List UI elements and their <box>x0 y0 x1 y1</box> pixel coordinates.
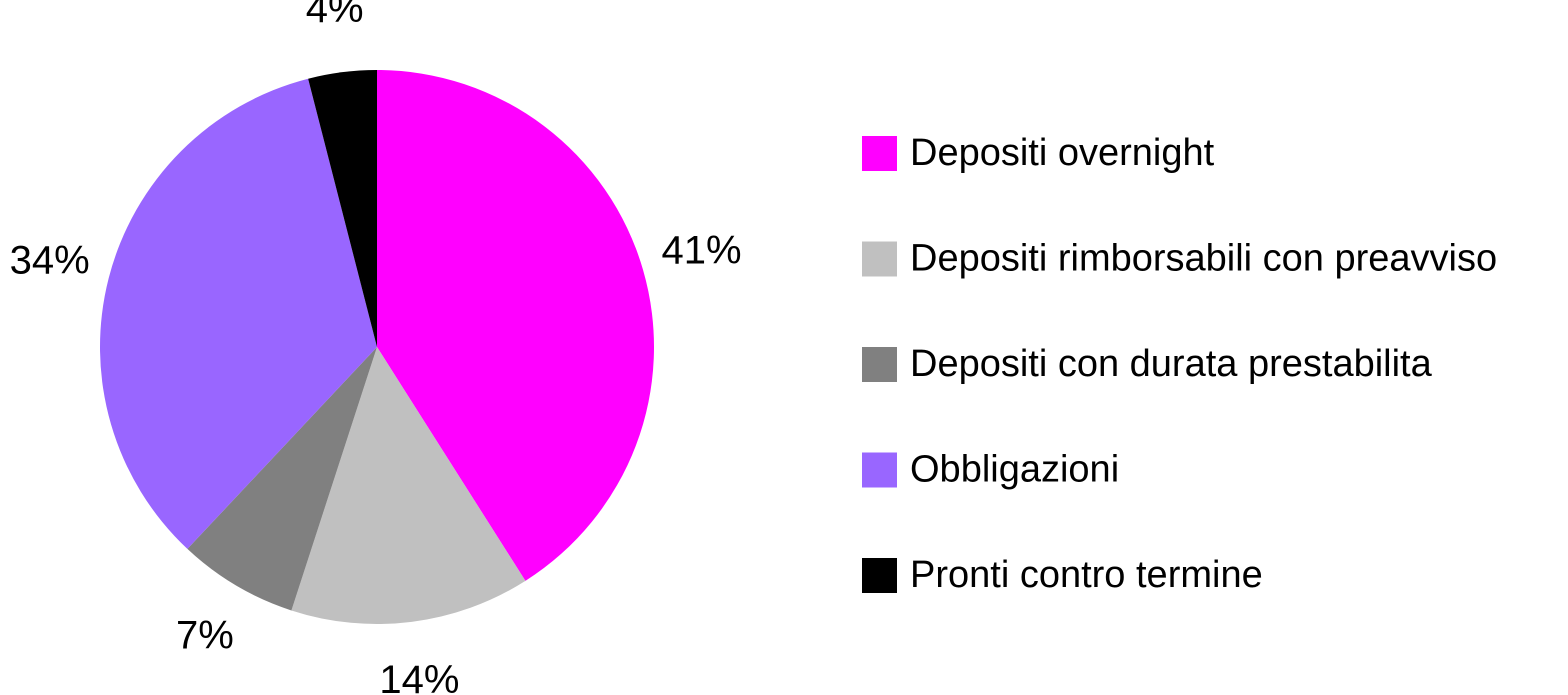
legend-label: Obbligazioni <box>910 449 1119 491</box>
pie-slice <box>100 78 378 549</box>
pie-slice <box>308 70 377 347</box>
legend-swatch <box>862 452 897 488</box>
legend-label: Depositi overnight <box>910 132 1215 174</box>
legend-swatch <box>862 241 897 277</box>
legend-label: Depositi con durata prestabilita <box>910 343 1433 385</box>
legend-label: Pronti contro termine <box>910 554 1263 596</box>
pie-slice <box>187 347 377 611</box>
legend-label: Depositi rimborsabili con preavviso <box>910 238 1497 280</box>
legend-swatch <box>862 136 897 171</box>
pie-slice <box>291 347 526 624</box>
legend-swatch <box>862 347 897 382</box>
data-label: 41% <box>662 228 742 272</box>
pie-slice <box>377 70 655 581</box>
data-label: 14% <box>379 658 459 695</box>
data-label: 7% <box>176 613 234 657</box>
legend-swatch <box>862 558 897 593</box>
data-label: 34% <box>10 239 90 283</box>
data-label: 4% <box>306 0 364 31</box>
